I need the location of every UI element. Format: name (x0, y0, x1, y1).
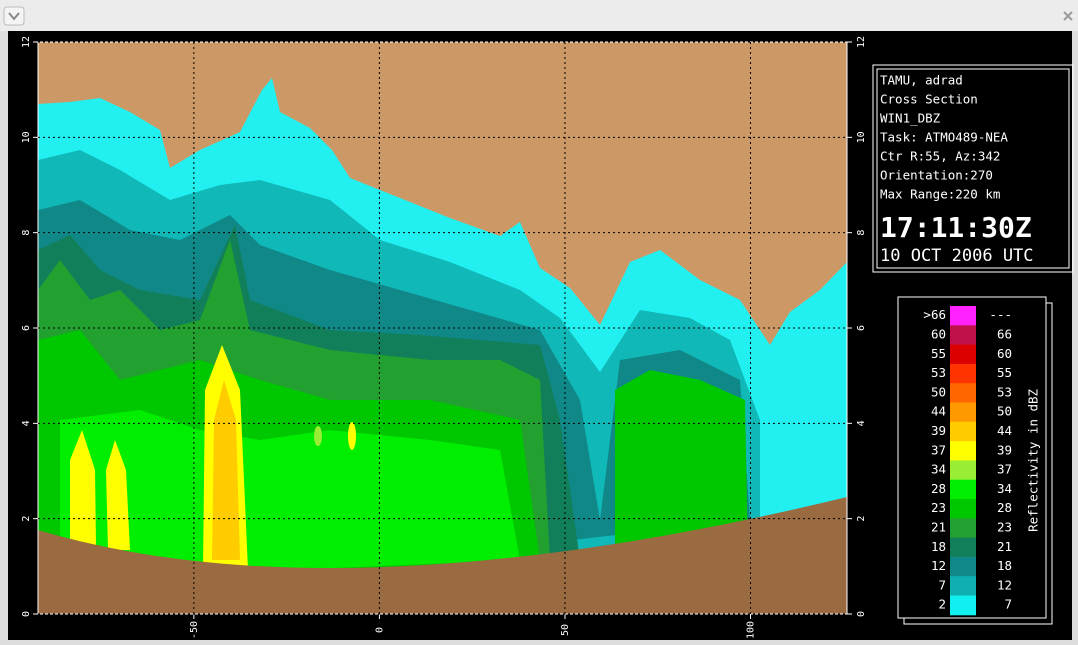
x-tick-label: 100 (746, 621, 757, 639)
title-bar (0, 0, 1078, 31)
colorbar-label: 18 (997, 558, 1012, 573)
date-label: 10 OCT 2006 UTC (880, 246, 1034, 266)
y-tick-label: 6 (21, 325, 32, 331)
colorbar-label: 39 (997, 442, 1012, 457)
color-swatch (950, 595, 976, 616)
color-swatch (950, 383, 976, 403)
color-swatch (950, 441, 976, 461)
echo-layer (615, 370, 748, 560)
y-tick-label: 10 (856, 131, 867, 143)
panel-border (876, 68, 1070, 269)
color-swatch (950, 499, 976, 519)
colorbar-label: 60 (931, 326, 946, 341)
colorbar-label: 55 (931, 346, 946, 361)
info-panel (872, 64, 1074, 273)
panel-shadow (903, 302, 1053, 625)
info-line: Orientation:270 (880, 168, 993, 183)
info-line: Max Range:220 km (880, 187, 1000, 202)
panel-border (872, 64, 1074, 273)
y-tick-label: 10 (21, 131, 32, 143)
y-tick-label: 2 (21, 516, 32, 522)
x-tick-label: 50 (560, 624, 571, 636)
color-swatch (950, 306, 976, 326)
ground (38, 497, 847, 614)
x-tick-label: 0 (374, 627, 385, 633)
color-swatch (950, 537, 976, 558)
y-tick-label: 2 (856, 516, 867, 522)
colorbar-label: 23 (931, 500, 946, 515)
radar-field (38, 42, 847, 614)
colorbar-label: 21 (931, 519, 946, 534)
color-swatch (950, 363, 976, 384)
info-line: Task: ATMO489-NEA (880, 130, 1008, 145)
colorbar-label: 12 (931, 558, 946, 573)
colorbar-label: --- (989, 307, 1012, 322)
colorbar-label: 2 (938, 597, 946, 612)
color-swatch (950, 556, 976, 577)
echo-layer (314, 426, 322, 446)
close-button[interactable] (1063, 11, 1073, 21)
y-tick-label: 4 (21, 420, 32, 426)
echo-layer (60, 410, 520, 580)
info-line: TAMU, adrad (880, 73, 963, 88)
echo-layer (70, 430, 96, 545)
time-label: 17:11:30Z (880, 211, 1032, 244)
color-swatch (950, 479, 976, 500)
colorbar-label: 7 (938, 577, 946, 592)
colorbar-label: 50 (997, 404, 1012, 419)
colorbar-label: 18 (931, 539, 946, 554)
color-swatch (950, 325, 976, 346)
color-swatch (950, 518, 976, 539)
colorbar-label: 44 (997, 423, 1012, 438)
colorbar-panel (897, 296, 1053, 625)
colorbar-label: 12 (997, 577, 1012, 592)
colorbar-label: >66 (923, 307, 946, 322)
echo-layer (348, 422, 356, 450)
colorbar-label: 37 (931, 442, 946, 457)
colorbar-label: 34 (997, 481, 1012, 496)
colorbar-label: 39 (931, 423, 946, 438)
color-swatch (950, 576, 976, 596)
colorbar-label: 55 (997, 365, 1012, 380)
panel-border (897, 296, 1047, 619)
colorbar-label: 7 (1004, 597, 1012, 612)
y-tick-label: 8 (21, 230, 32, 236)
colorbar-label: 53 (997, 384, 1012, 399)
info-line: WIN1_DBZ (880, 111, 941, 126)
colorbar-label: 28 (997, 500, 1012, 515)
color-swatch (950, 421, 976, 442)
info-line: Cross Section (880, 92, 978, 107)
colorbar-label: 23 (997, 519, 1012, 534)
colorbar-label: 60 (997, 346, 1012, 361)
colorbar-label: 53 (931, 365, 946, 380)
y-tick-label: 12 (856, 36, 867, 48)
colorbar-label: 44 (931, 404, 946, 419)
colorbar-label: 21 (997, 539, 1012, 554)
colorbar-label: 28 (931, 481, 946, 496)
y-tick-label: 12 (21, 36, 32, 48)
x-tick-label: -50 (189, 621, 200, 639)
colorbar-label: 34 (931, 462, 946, 477)
y-tick-label: 8 (856, 230, 867, 236)
color-swatch (950, 344, 976, 365)
collapse-button[interactable] (3, 6, 25, 26)
y-tick-label: 6 (856, 325, 867, 331)
y-tick-label: 0 (21, 611, 32, 617)
colorbar-label: 66 (997, 326, 1012, 341)
info-line: Ctr R:55, Az:342 (880, 149, 1000, 164)
echo-layer (106, 440, 130, 550)
colorbar-title: Reflectivity in dBZ (1026, 388, 1041, 531)
echo-layer (212, 380, 240, 560)
color-swatch (950, 460, 976, 481)
y-tick-label: 0 (856, 611, 867, 617)
colorbar-label: 50 (931, 384, 946, 399)
y-tick-label: 4 (856, 420, 867, 426)
color-swatch (950, 402, 976, 423)
colorbar-label: 37 (997, 462, 1012, 477)
